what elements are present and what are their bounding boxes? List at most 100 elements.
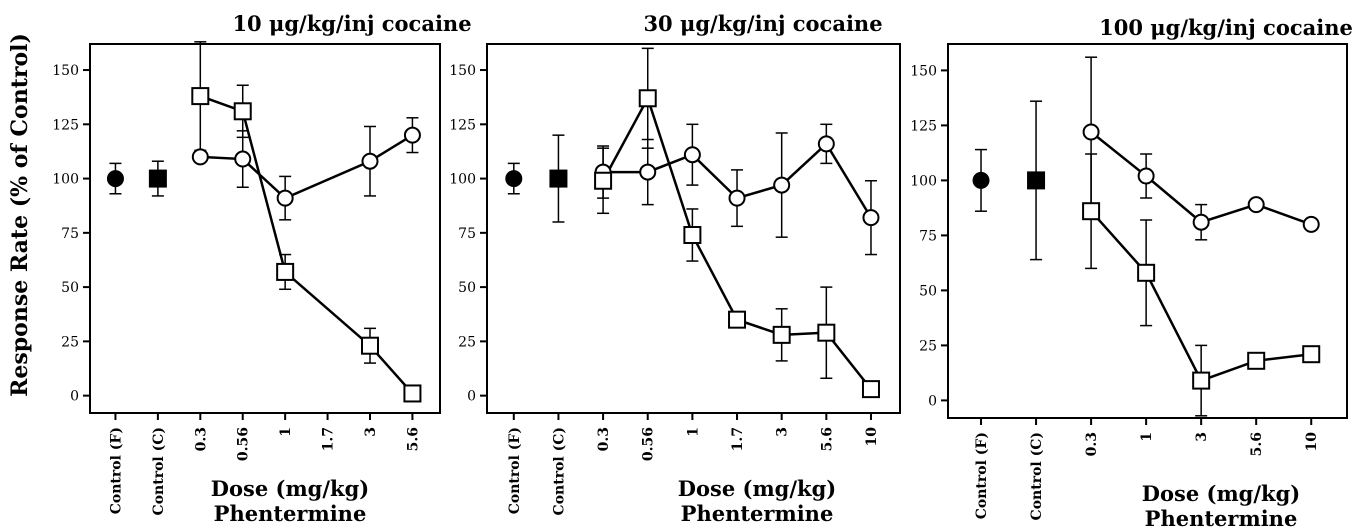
data-point-open-circle — [191, 148, 209, 166]
data-point-open-circle — [1192, 213, 1210, 231]
panel-title: 30 μg/kg/inj cocaine — [643, 11, 882, 36]
x-tick-label: Control (F) — [974, 432, 990, 519]
y-tick-label: 50 — [458, 280, 476, 296]
y-tick-label: 150 — [52, 63, 79, 79]
x-axis-label: Dose (mg/kg) — [1142, 481, 1300, 506]
series-line-open-circle — [200, 134, 414, 200]
data-point-open-square — [1192, 371, 1211, 390]
chart-panel-1: 10 μg/kg/inj cocaine 0 25 50 75 100 125 150 Cont… — [52, 11, 471, 526]
data-point-open-square — [817, 323, 836, 342]
x-tick-label: Control (F) — [507, 427, 523, 514]
panel-title: 100 μg/kg/inj cocaine — [1099, 15, 1353, 40]
data-point-open-circle — [1137, 167, 1155, 185]
x-tick-label: 1 — [685, 427, 701, 437]
data-point-open-square — [1082, 202, 1101, 221]
y-tick-label: 150 — [910, 63, 937, 79]
data-point-open-circle — [862, 209, 880, 227]
y-tick-label: 150 — [449, 63, 476, 79]
data-point-filled-circle — [505, 170, 523, 188]
plot-frame — [947, 43, 1348, 419]
chart-panel-3: 100 μg/kg/inj cocaine 0 25 50 75 100 125 150 Con… — [910, 15, 1353, 531]
y-tick-label: 0 — [467, 389, 476, 405]
data-point-open-circle — [234, 150, 252, 168]
data-point-filled-square — [549, 169, 568, 188]
data-point-open-circle — [1302, 215, 1320, 233]
data-point-open-square — [728, 310, 747, 329]
data-point-open-circle — [728, 189, 746, 207]
data-point-open-circle — [1082, 123, 1100, 141]
x-tick-label: 1.7 — [730, 427, 746, 451]
data-point-open-circle — [683, 146, 701, 164]
x-tick-label: 3 — [775, 427, 791, 437]
data-point-open-square — [403, 384, 422, 403]
x-tick-label: 3 — [363, 427, 379, 437]
data-point-open-circle — [773, 176, 791, 194]
x-tick-label: 0.3 — [1084, 432, 1100, 456]
y-tick-label: 125 — [52, 117, 79, 133]
data-point-open-square — [638, 89, 657, 108]
series-line-open-square — [199, 94, 414, 395]
chart-panel-2: 30 μg/kg/inj cocaine 0 25 50 75 100 125 150 Cont… — [449, 11, 901, 526]
data-point-open-circle — [639, 163, 657, 181]
y-axis-label: Response Rate (% of Control) — [7, 33, 33, 397]
y-tick-label: 75 — [61, 226, 79, 242]
panel-title: 10 μg/kg/inj cocaine — [232, 11, 471, 36]
data-point-open-square — [361, 336, 379, 355]
x-tick-label: 5.6 — [1249, 432, 1265, 456]
y-tick-label: 100 — [52, 172, 79, 188]
x-tick-label: 1 — [278, 427, 294, 437]
y-tick-label: 125 — [910, 118, 937, 134]
data-point-open-square — [191, 87, 210, 106]
y-tick-label: 50 — [61, 280, 79, 296]
x-tick-label: 1 — [1139, 432, 1155, 442]
data-point-filled-circle — [972, 171, 990, 189]
data-point-open-square — [1247, 351, 1266, 370]
y-tick-label: 25 — [458, 334, 476, 350]
y-tick-label: 100 — [449, 172, 476, 188]
data-point-open-square — [276, 262, 295, 281]
y-tick-label: 100 — [910, 173, 937, 189]
data-point-filled-square — [1027, 171, 1046, 190]
data-point-open-square — [594, 171, 613, 190]
data-point-open-circle — [817, 135, 835, 153]
x-tick-label: Control (C) — [1029, 432, 1045, 520]
data-point-open-circle — [276, 189, 294, 207]
x-tick-label: 1.7 — [321, 427, 337, 451]
x-tick-label: 0.3 — [193, 427, 209, 451]
data-point-open-square — [861, 380, 880, 399]
plot-frame — [89, 43, 441, 414]
x-tick-label: Control (C) — [551, 427, 567, 515]
x-tick-label: 3 — [1194, 432, 1210, 442]
x-axis-label-line2: Phentermine — [1145, 506, 1298, 531]
data-point-filled-circle — [106, 170, 124, 188]
x-axis-label: Dose (mg/kg) — [678, 476, 836, 501]
y-tick-label: 75 — [919, 228, 937, 244]
y-tick-label: 0 — [70, 389, 79, 405]
x-tick-label: Control (F) — [108, 427, 124, 514]
plot-frame — [486, 43, 901, 414]
data-point-open-circle — [403, 126, 421, 144]
data-point-open-square — [1302, 345, 1321, 364]
x-tick-label: 10 — [1304, 432, 1320, 452]
x-axis-label-line2: Phentermine — [214, 501, 367, 526]
x-tick-label: 5.6 — [405, 427, 421, 451]
panels: 10 μg/kg/inj cocaine0255075100125150Cont… — [52, 11, 1353, 531]
x-tick-label: Control (C) — [151, 427, 167, 515]
data-point-filled-square — [148, 169, 167, 188]
y-tick-label: 75 — [458, 226, 476, 242]
data-point-open-square — [683, 226, 702, 245]
data-point-open-circle — [361, 152, 379, 170]
y-tick-label: 0 — [928, 393, 937, 409]
y-tick-label: 25 — [919, 338, 937, 354]
data-point-open-circle — [1247, 196, 1265, 214]
x-axis-label: Dose (mg/kg) — [211, 476, 369, 501]
data-point-open-square — [772, 325, 791, 344]
y-tick-label: 50 — [919, 283, 937, 299]
data-point-open-square — [233, 102, 252, 121]
y-tick-label: 25 — [61, 334, 79, 350]
x-tick-label: 0.56 — [236, 427, 252, 461]
data-point-open-square — [1137, 263, 1156, 282]
x-tick-label: 10 — [864, 427, 880, 447]
x-axis-label-line2: Phentermine — [681, 501, 834, 526]
